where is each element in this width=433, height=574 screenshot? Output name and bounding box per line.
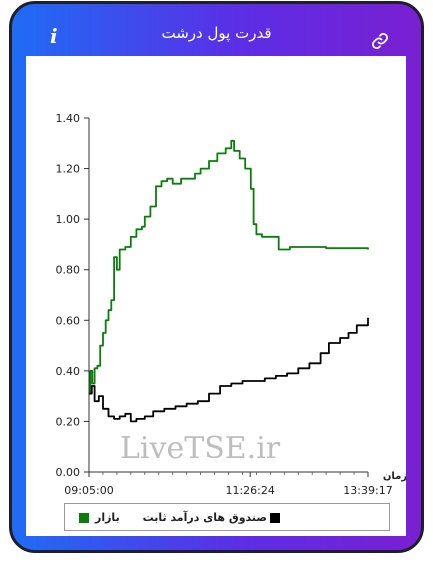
x-tick-label: 09:05:00 [64,484,113,497]
chart-card: i قدرت پول درشت LiveTSE.ir 0.00 0.20 0.40 0… [9,1,424,553]
chart-legend: صندوق های درآمد ثابت بازار [64,503,390,531]
series-line-fixed-income [89,317,369,423]
link-icon[interactable] [371,32,389,50]
x-tick-label: 11:26:24 [225,484,274,497]
y-tick-label: 0.60 [56,314,81,327]
y-tick-label: 0.20 [56,415,81,428]
series-line-market [89,139,369,395]
card-header: i قدرت پول درشت [12,4,421,60]
y-tick-label: 0.80 [56,264,81,277]
x-axis-title: زمان [383,471,406,482]
chart-panel: LiveTSE.ir 0.00 0.20 0.40 0.60 0.80 1.00 1.20 1… [26,56,406,536]
y-tick-label: 0.40 [56,365,81,378]
y-tick-label: 1.40 [56,112,81,125]
legend-label-market[interactable]: بازار [95,511,120,524]
chart-title: قدرت پول درشت [161,24,272,42]
legend-swatch-market [79,513,89,523]
info-icon[interactable]: i [50,24,58,48]
y-tick-label: 1.20 [56,163,81,176]
y-tick-label: 0.00 [56,466,81,479]
x-tick-label: 13:39:17 [343,484,392,497]
legend-swatch-fixed-income [270,513,280,523]
line-chart: LiveTSE.ir 0.00 0.20 0.40 0.60 0.80 1.00 1.20 1… [56,112,407,497]
legend-label-fixed-income[interactable]: صندوق های درآمد ثابت [142,511,267,524]
y-tick-label: 1.00 [56,213,81,226]
watermark: LiveTSE.ir [120,431,281,466]
